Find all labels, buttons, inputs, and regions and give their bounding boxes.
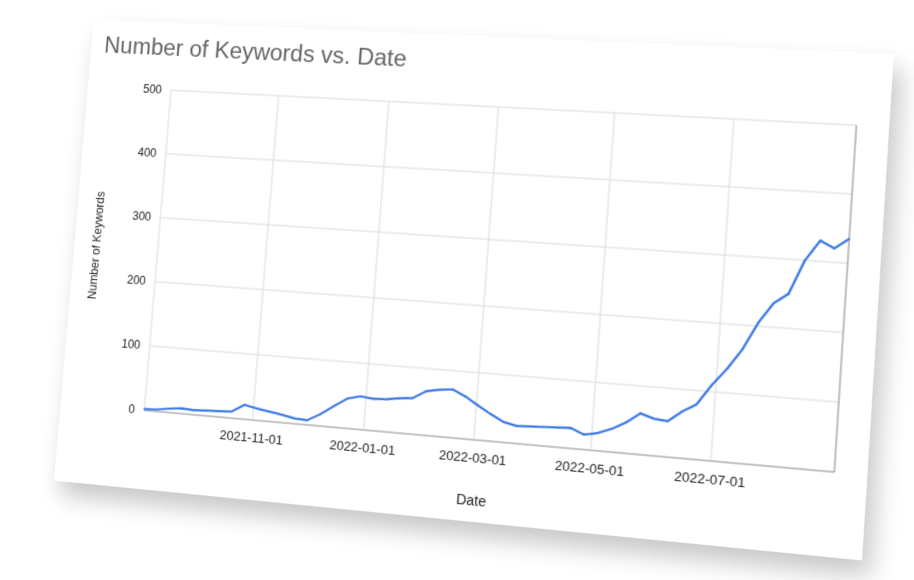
x-axis-ticks: 2021-11-01 2022-01-01 2022-03-01 2022-05-01…	[219, 428, 746, 491]
x-gridline	[252, 96, 278, 420]
plot-border	[144, 90, 171, 410]
x-gridline	[711, 119, 734, 461]
x-gridline	[364, 101, 389, 430]
line-chart: Number of Keywords vs. Date 0 100 200 300 40…	[54, 20, 894, 561]
y-gridline	[150, 346, 839, 402]
y-axis-label: Number of Keywords	[86, 191, 108, 300]
x-tick-label: 2022-07-01	[674, 469, 746, 491]
y-tick-label: 100	[121, 337, 141, 352]
x-axis-label: Date	[456, 491, 487, 510]
x-gridline	[591, 113, 615, 450]
y-axis-ticks: 0 100 200 300 400 500	[116, 83, 163, 417]
y-tick-label: 400	[137, 146, 157, 160]
y-gridline	[160, 218, 847, 264]
x-gridline	[474, 107, 499, 440]
grid-lines	[144, 90, 856, 472]
y-tick-label: 0	[128, 403, 136, 417]
y-gridline	[171, 90, 856, 125]
y-gridline	[166, 154, 852, 194]
y-tick-label: 300	[132, 210, 152, 224]
chart-title: Number of Keywords vs. Date	[103, 32, 407, 72]
y-gridline	[155, 282, 843, 333]
y-tick-label: 200	[126, 273, 146, 287]
x-tick-label: 2021-11-01	[219, 428, 283, 448]
x-tick-label: 2022-01-01	[329, 438, 396, 459]
x-tick-label: 2022-05-01	[554, 458, 624, 479]
chart-container: Number of Keywords vs. Date 0 100 200 300 40…	[54, 20, 894, 561]
chart-card: Number of Keywords vs. Date 0 100 200 300 40…	[54, 20, 894, 561]
plot-border	[834, 125, 856, 472]
y-tick-label: 500	[143, 83, 163, 97]
x-tick-label: 2022-03-01	[438, 448, 506, 469]
series-line	[144, 195, 849, 470]
